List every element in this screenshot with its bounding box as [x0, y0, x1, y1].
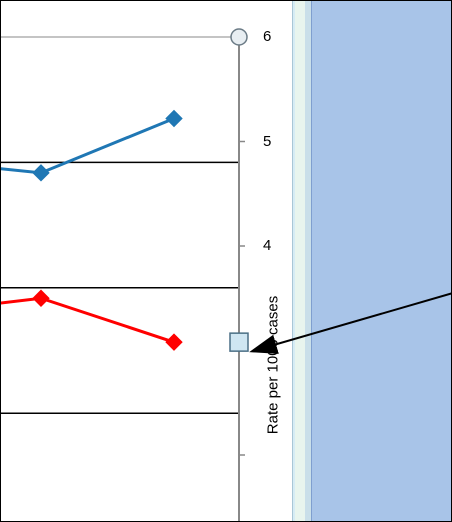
y-tick-label-5: 5: [263, 132, 272, 150]
series-0-point-1: [32, 164, 50, 182]
y-tick-label-6: 6: [263, 28, 272, 45]
y-tick-label-4: 4: [263, 237, 272, 254]
series-1-point-2: [165, 333, 183, 351]
pane-splitter[interactable]: [292, 1, 312, 521]
chart-area: 6 5 4 Rate per 1000 cases: [1, 1, 293, 521]
series-0-point-2: [165, 109, 183, 128]
y-axis-title: Rate per 1000 cases: [264, 295, 282, 435]
series-0-line: [1, 117, 175, 175]
series-1-point-1: [32, 289, 50, 307]
side-panel: [311, 1, 451, 521]
line-chart: [1, 28, 249, 521]
series-1-line: [1, 296, 175, 344]
axis-top-handle[interactable]: [230, 28, 248, 46]
axis-drag-handle[interactable]: [229, 332, 249, 352]
